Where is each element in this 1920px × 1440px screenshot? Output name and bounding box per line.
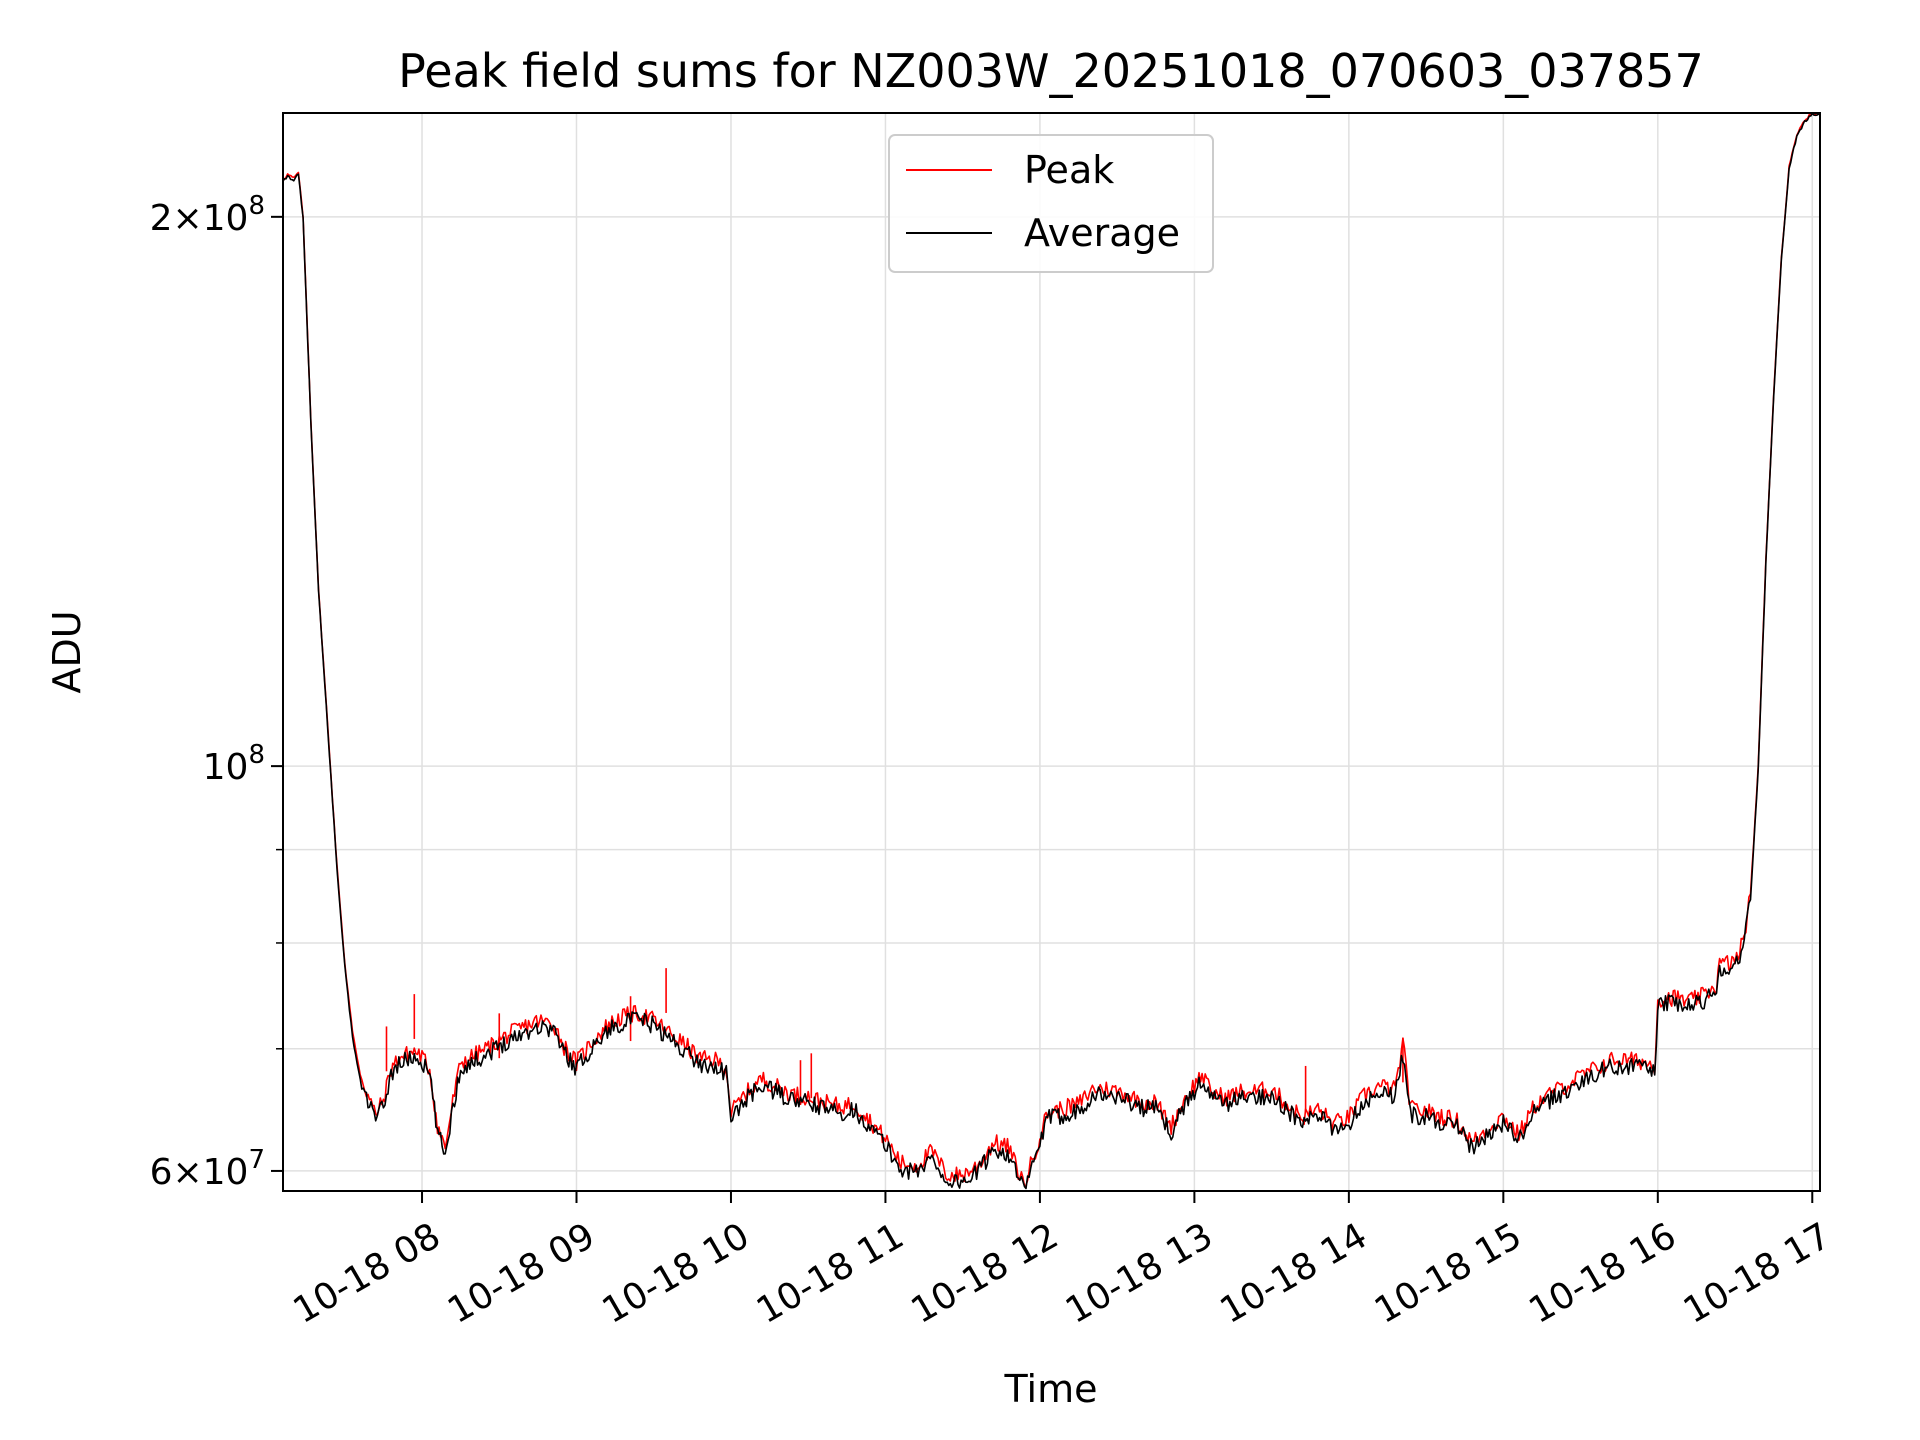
- y-axis-label: ADU: [45, 610, 89, 693]
- series-average-line: [282, 112, 1821, 1190]
- y-tick-label: 6×107: [150, 1145, 265, 1193]
- y-tick-label: 108: [203, 740, 265, 788]
- x-axis-label: Time: [1004, 1367, 1098, 1411]
- chart-title: Peak field sums for NZ003W_20251018_0706…: [398, 44, 1704, 98]
- legend-peak-label: Peak: [1024, 148, 1114, 192]
- plot-frame: [282, 112, 1821, 1192]
- legend-average-label: Average: [1024, 211, 1180, 255]
- legend: Peak Average: [888, 134, 1214, 273]
- series-layer: [282, 112, 1821, 1190]
- y-tick-label: 2×108: [150, 191, 265, 239]
- y-ticks: 6×107 108 2×108: [150, 191, 283, 1193]
- grid: [283, 113, 1820, 1191]
